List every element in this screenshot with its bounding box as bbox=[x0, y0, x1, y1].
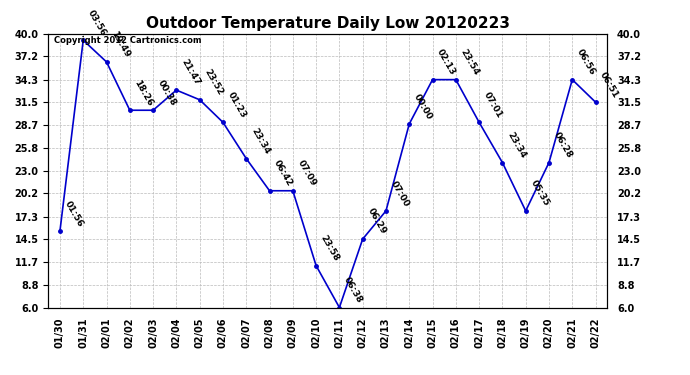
Text: 02:13: 02:13 bbox=[435, 48, 457, 77]
Text: 06:51: 06:51 bbox=[598, 70, 620, 99]
Text: 06:38: 06:38 bbox=[342, 276, 364, 305]
Text: 18:26: 18:26 bbox=[132, 78, 155, 108]
Text: 06:42: 06:42 bbox=[273, 159, 295, 188]
Text: Copyright 2012 Cartronics.com: Copyright 2012 Cartronics.com bbox=[54, 36, 201, 45]
Text: 23:34: 23:34 bbox=[249, 126, 271, 156]
Text: 21:47: 21:47 bbox=[179, 58, 201, 87]
Title: Outdoor Temperature Daily Low 20120223: Outdoor Temperature Daily Low 20120223 bbox=[146, 16, 510, 31]
Text: 07:01: 07:01 bbox=[482, 90, 504, 120]
Text: 06:29: 06:29 bbox=[366, 207, 388, 236]
Text: 05:35: 05:35 bbox=[529, 179, 551, 208]
Text: 19:49: 19:49 bbox=[109, 30, 132, 59]
Text: 01:23: 01:23 bbox=[226, 90, 248, 120]
Text: 23:34: 23:34 bbox=[505, 130, 527, 160]
Text: 06:28: 06:28 bbox=[552, 130, 574, 160]
Text: 03:56: 03:56 bbox=[86, 8, 108, 38]
Text: 01:56: 01:56 bbox=[63, 199, 85, 228]
Text: 00:38: 00:38 bbox=[156, 78, 178, 108]
Text: 06:56: 06:56 bbox=[575, 48, 597, 77]
Text: 23:52: 23:52 bbox=[202, 68, 224, 97]
Text: 07:00: 07:00 bbox=[388, 179, 411, 208]
Text: 07:09: 07:09 bbox=[295, 159, 317, 188]
Text: 23:54: 23:54 bbox=[459, 48, 481, 77]
Text: 23:58: 23:58 bbox=[319, 234, 341, 263]
Text: 00:00: 00:00 bbox=[412, 92, 434, 121]
